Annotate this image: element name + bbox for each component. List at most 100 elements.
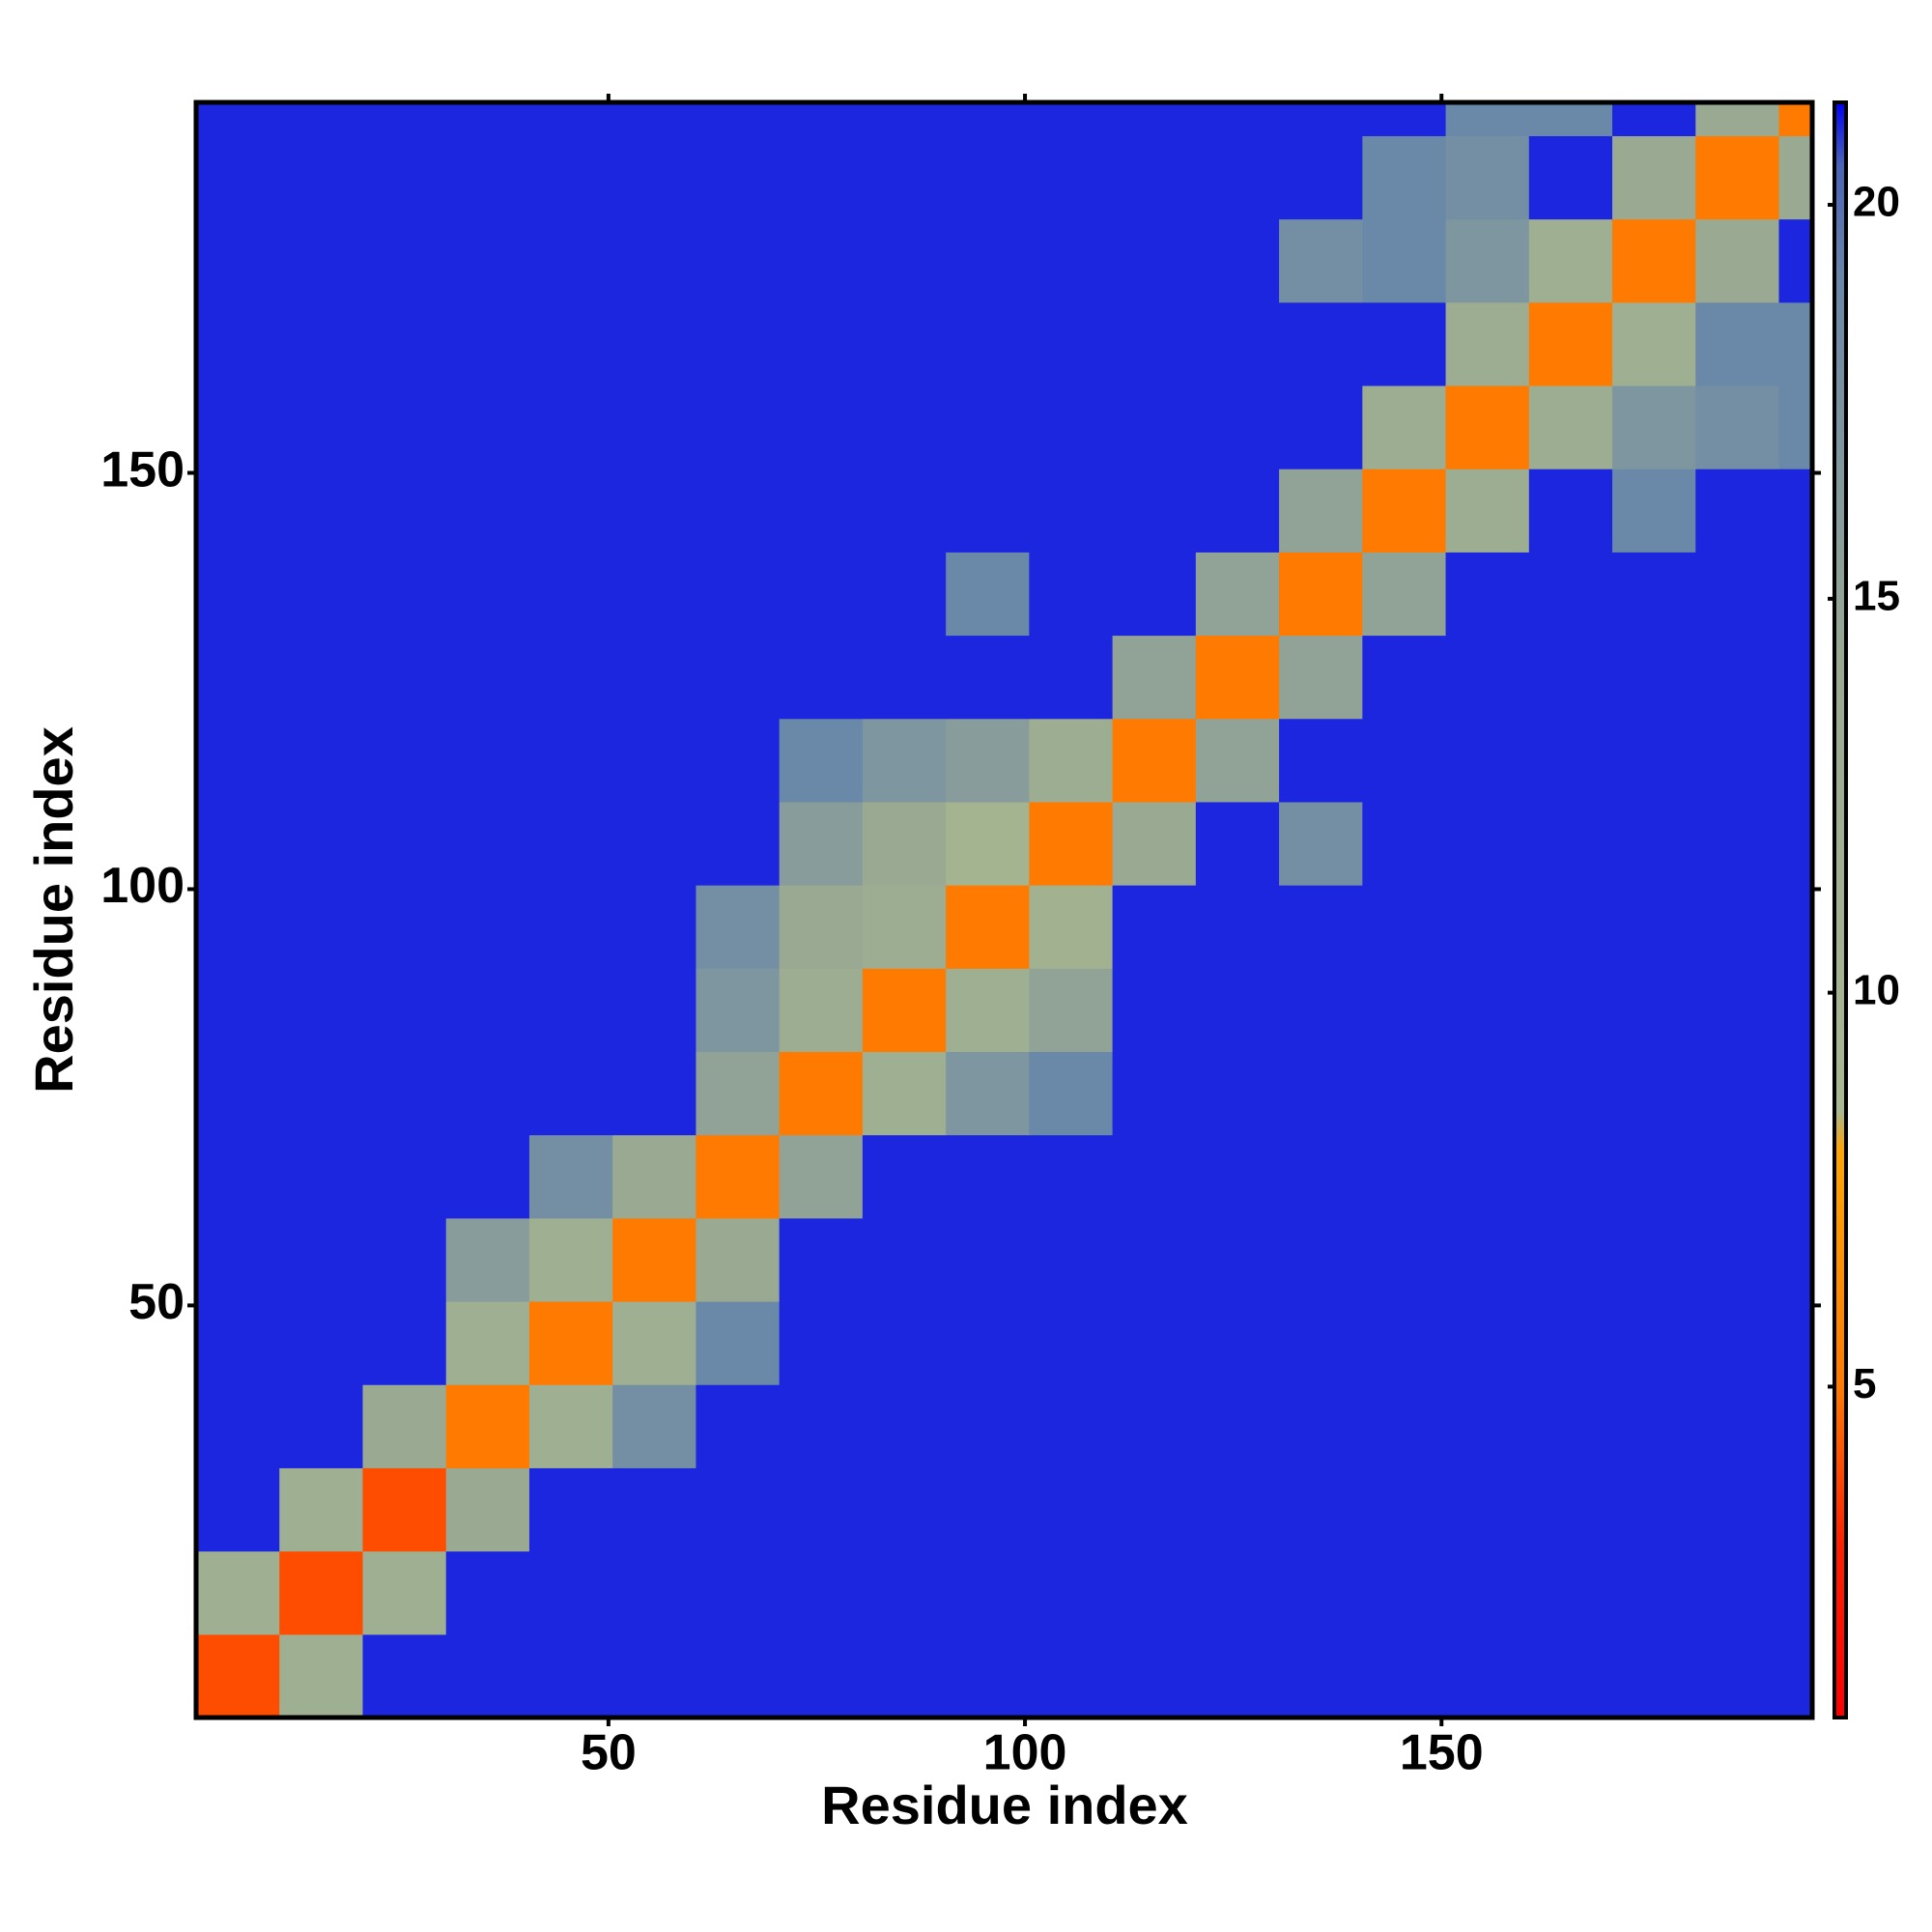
- heat-cell: [1279, 552, 1363, 637]
- heat-cell: [279, 301, 363, 386]
- heat-cell: [1112, 635, 1197, 720]
- heat-cell: [1445, 1384, 1530, 1468]
- heat-cell: [862, 1467, 947, 1552]
- heat-cell: [1445, 218, 1530, 303]
- heat-cell: [528, 718, 613, 803]
- heat-cell: [1362, 635, 1447, 720]
- heat-cell: [1279, 1634, 1363, 1719]
- heat-cell: [1362, 102, 1447, 136]
- heat-cell: [779, 102, 864, 136]
- heat-cell: [946, 469, 1030, 553]
- heat-cell: [1445, 552, 1530, 637]
- heat-cell: [1778, 1217, 1813, 1302]
- heat-cell: [1612, 1301, 1696, 1385]
- heat-cell: [1029, 1384, 1114, 1468]
- heat-cell: [612, 1384, 696, 1468]
- heat-cell: [1612, 1217, 1696, 1302]
- heat-cell: [1778, 1634, 1813, 1719]
- heat-cell: [1695, 1134, 1780, 1219]
- heat-cell: [1445, 968, 1530, 1053]
- heat-cell: [1362, 385, 1447, 469]
- heat-cell: [362, 469, 447, 553]
- heat-cell: [1029, 102, 1114, 136]
- heat-cell: [696, 968, 781, 1053]
- heat-cell: [612, 1051, 696, 1136]
- heat-cell: [1612, 135, 1696, 220]
- heat-cell: [862, 469, 947, 553]
- heat-cell: [1445, 635, 1530, 720]
- x-axis-title: Residue index: [821, 1775, 1188, 1835]
- heat-cell: [1362, 552, 1447, 637]
- heat-cell: [1445, 301, 1530, 386]
- heat-cell: [1112, 1550, 1197, 1635]
- heat-cell: [279, 718, 363, 803]
- heat-cell: [1528, 801, 1613, 886]
- heat-cell: [1029, 218, 1114, 303]
- heat-cell: [1195, 469, 1280, 553]
- heat-cell: [362, 218, 447, 303]
- heat-cell: [779, 801, 864, 886]
- heat-cell: [1279, 385, 1363, 469]
- heat-cell: [1445, 1301, 1530, 1385]
- heat-cell: [1695, 968, 1780, 1053]
- colorbar-tick-label: 15: [1853, 572, 1900, 619]
- heat-cell: [528, 218, 613, 303]
- heat-cell: [1279, 1550, 1363, 1635]
- heat-cell: [445, 469, 530, 553]
- heat-cell: [528, 635, 613, 720]
- heat-cell: [1362, 1384, 1447, 1468]
- heat-cell: [612, 1634, 696, 1719]
- heat-cell: [279, 218, 363, 303]
- heat-cell: [196, 718, 280, 803]
- heat-cell: [1362, 1134, 1447, 1219]
- heat-cell: [862, 635, 947, 720]
- heat-cell: [1528, 1301, 1613, 1385]
- heat-cell: [1195, 1051, 1280, 1136]
- heat-cell: [1528, 718, 1613, 803]
- heat-cell: [196, 968, 280, 1053]
- heat-cell: [696, 1217, 781, 1302]
- heat-cell: [946, 135, 1030, 220]
- heat-cell: [445, 968, 530, 1053]
- heat-cell: [946, 1467, 1030, 1552]
- heat-cell: [1528, 635, 1613, 720]
- heat-cell: [1195, 102, 1280, 136]
- heat-cell: [612, 218, 696, 303]
- heat-cell: [696, 718, 781, 803]
- heat-cell: [1695, 218, 1780, 303]
- heat-cell: [445, 718, 530, 803]
- heat-cell: [528, 135, 613, 220]
- heat-cell: [946, 1134, 1030, 1219]
- heat-cell: [528, 469, 613, 553]
- heat-cell: [1778, 885, 1813, 969]
- heat-cell: [1528, 968, 1613, 1053]
- heat-cell: [445, 552, 530, 637]
- heat-cell: [1445, 718, 1530, 803]
- heat-cell: [1612, 301, 1696, 386]
- heat-cell: [1528, 135, 1613, 220]
- heat-cell: [279, 635, 363, 720]
- heat-cell: [779, 968, 864, 1053]
- heat-cell: [1195, 218, 1280, 303]
- heat-cell: [612, 1217, 696, 1302]
- heat-cell: [279, 1634, 363, 1719]
- heat-cell: [362, 885, 447, 969]
- heat-cell: [1279, 968, 1363, 1053]
- heat-cell: [1778, 135, 1813, 220]
- heat-cell: [196, 102, 280, 136]
- heat-cell: [862, 1634, 947, 1719]
- heat-cell: [1778, 218, 1813, 303]
- heat-cell: [1778, 301, 1813, 386]
- heat-cell: [1695, 635, 1780, 720]
- heat-cell: [1279, 218, 1363, 303]
- heat-cell: [1195, 1301, 1280, 1385]
- heat-cell: [362, 301, 447, 386]
- heat-cell: [696, 301, 781, 386]
- heat-cell: [1029, 1634, 1114, 1719]
- heat-cell: [1445, 469, 1530, 553]
- heat-cell: [862, 218, 947, 303]
- heat-cell: [1778, 552, 1813, 637]
- heat-cell: [1112, 1051, 1197, 1136]
- heat-cell: [1528, 1384, 1613, 1468]
